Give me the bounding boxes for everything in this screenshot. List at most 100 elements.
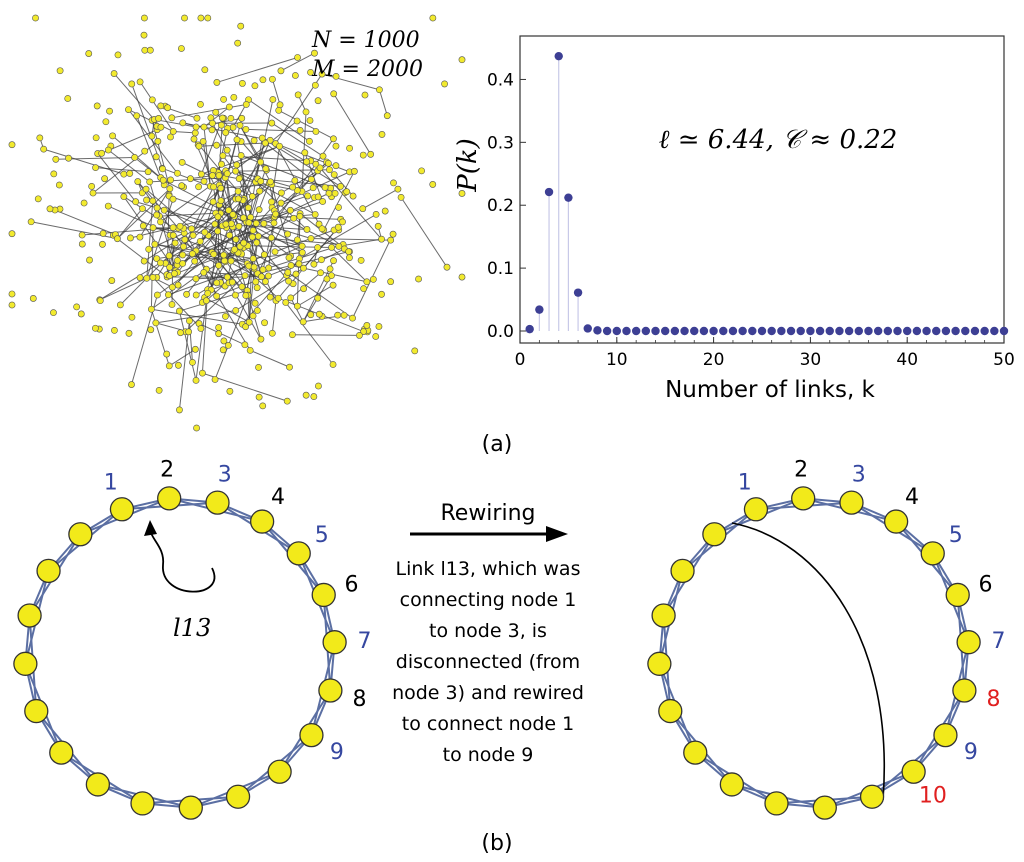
network-node — [318, 256, 325, 264]
network-edge — [285, 302, 334, 365]
network-node — [283, 397, 291, 405]
network-node — [192, 123, 200, 131]
network-node — [317, 269, 325, 277]
network-node — [133, 112, 141, 120]
network-edge — [188, 320, 193, 363]
ring-node — [859, 784, 885, 809]
ring-node — [743, 497, 769, 522]
network-node — [200, 123, 208, 131]
data-point — [796, 326, 805, 336]
network-node — [275, 106, 283, 114]
ring-node — [322, 630, 347, 655]
network-node — [55, 181, 63, 189]
network-node — [299, 318, 307, 326]
ring-lattice-before-rewiring: 1 2 3 4 56 7 8 9 — [13, 457, 372, 820]
network-edge — [331, 247, 368, 283]
network-node — [303, 158, 310, 166]
network-node — [332, 73, 340, 80]
network-node — [330, 90, 338, 98]
network-edge — [274, 215, 341, 220]
network-node — [250, 137, 258, 144]
network-node — [196, 237, 204, 245]
network-node — [208, 119, 216, 127]
network-edge — [333, 93, 372, 155]
network-node — [195, 183, 202, 191]
network-node — [145, 245, 153, 253]
network-edge — [183, 187, 222, 247]
network-node — [242, 292, 250, 299]
network-node — [268, 198, 275, 206]
network-node — [372, 333, 380, 340]
network-edge — [257, 251, 349, 275]
network-node — [146, 178, 154, 186]
ring-node — [318, 678, 343, 703]
ring-node — [249, 509, 275, 534]
ring-node — [764, 791, 789, 816]
ring-lattice-after-rewiring: 1 2 3 4 56 7 8 9 10 — [647, 457, 1006, 820]
network-node — [220, 251, 228, 259]
network-edge — [178, 310, 197, 381]
network-edge — [275, 214, 345, 250]
network-node — [262, 278, 269, 285]
network-node — [259, 76, 267, 84]
network-node — [176, 406, 183, 414]
network-edge — [120, 239, 186, 306]
network-node — [154, 137, 162, 145]
network-node — [255, 363, 262, 371]
network-node — [349, 192, 357, 200]
network-edge — [271, 79, 281, 105]
network-node — [356, 332, 363, 339]
network-node — [254, 232, 262, 240]
network-edge — [271, 300, 277, 334]
data-point — [893, 326, 902, 336]
ring-node — [901, 759, 926, 784]
data-point — [961, 326, 970, 336]
network-node — [291, 177, 299, 184]
network-node — [99, 240, 106, 248]
network-node — [176, 222, 184, 230]
network-node — [343, 188, 351, 196]
network-node — [248, 193, 256, 200]
network-node — [332, 142, 340, 150]
network-edge — [236, 139, 252, 218]
network-edge — [203, 106, 230, 128]
y-tick-label: 0.2 — [487, 196, 514, 216]
network-node — [139, 205, 146, 213]
network-node — [171, 270, 178, 277]
network-node — [298, 249, 306, 256]
network-node — [174, 257, 181, 264]
network-edge — [297, 284, 334, 307]
network-node — [321, 184, 329, 191]
data-point — [602, 326, 612, 336]
network-node — [257, 335, 265, 343]
ring-node — [702, 522, 727, 547]
network-edge — [54, 209, 116, 236]
network-node — [259, 402, 267, 410]
network-node — [219, 152, 227, 160]
network-node — [101, 175, 109, 183]
ring-node — [299, 722, 324, 748]
network-node — [178, 158, 186, 166]
network-node — [136, 78, 144, 86]
network-node — [235, 175, 243, 183]
network-node — [120, 170, 128, 178]
network-node — [32, 14, 39, 22]
data-point — [951, 326, 960, 336]
ring-node — [49, 740, 74, 765]
network-node — [169, 224, 177, 232]
network-edge — [287, 272, 353, 319]
data-point — [825, 326, 834, 336]
ring-node-label: 6 — [979, 573, 993, 598]
network-node — [29, 295, 37, 302]
network-node — [458, 273, 466, 281]
network-node — [246, 346, 254, 354]
network-node — [418, 167, 425, 175]
network-node — [143, 274, 151, 282]
network-edge — [154, 118, 197, 128]
network-node — [116, 301, 124, 309]
network-node — [335, 242, 343, 250]
network-edge — [160, 173, 228, 223]
network-node — [228, 278, 236, 286]
ring-node — [267, 759, 292, 784]
network-edge — [281, 170, 319, 194]
